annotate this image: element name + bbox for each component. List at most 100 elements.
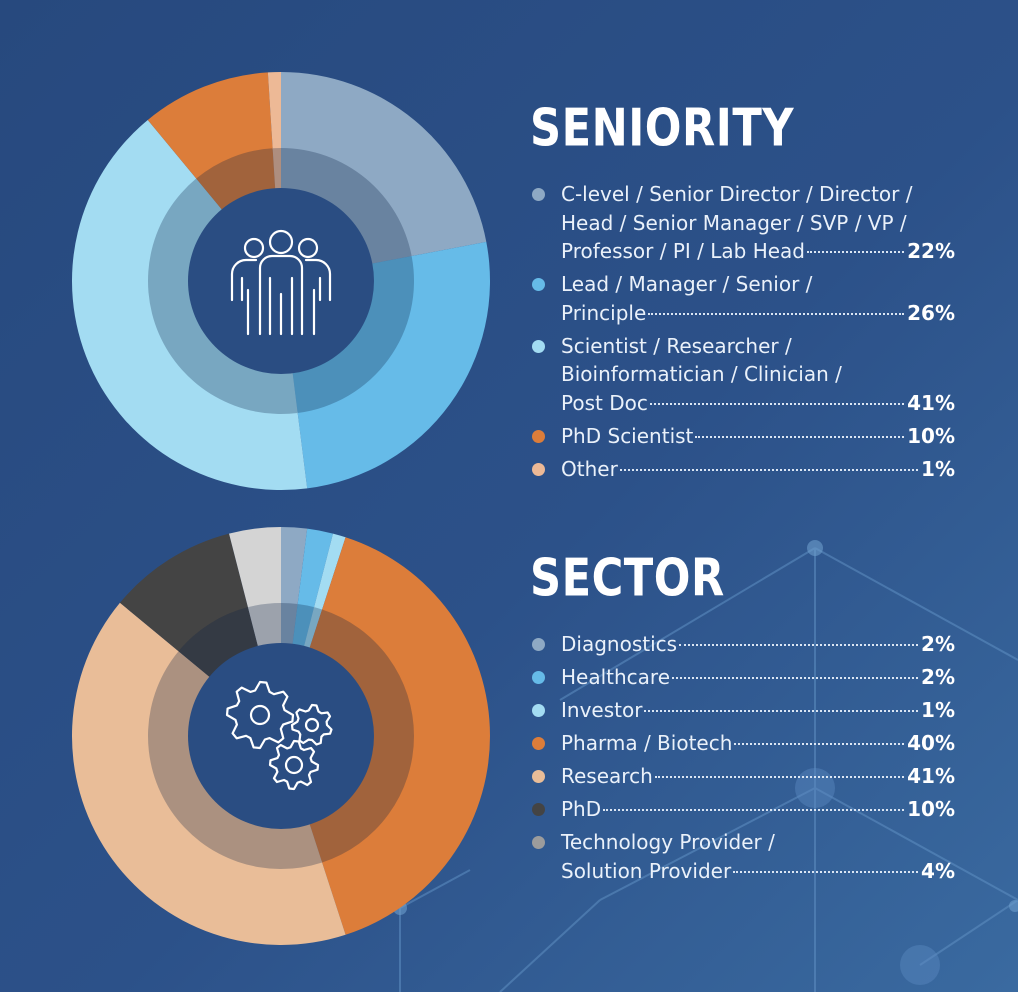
- gear-hole: [249, 704, 271, 726]
- legend-label: Post Doc: [561, 390, 648, 415]
- legend-swatch: [532, 638, 545, 651]
- legend-item-research: Research 41%: [530, 762, 955, 791]
- slice-pharma-biotech: [321, 537, 490, 935]
- slice-lead-manager-senior-principle-inner: [292, 256, 414, 413]
- legend-label: Healthcare: [561, 664, 671, 689]
- sector-legend: Diagnostics 2% Healthcare 2% Investor 1% Pharm…: [530, 630, 955, 885]
- slice-phd-scientist-inner: [196, 148, 276, 211]
- gear-hole: [284, 755, 304, 775]
- legend-label: PhD Scientist: [561, 423, 694, 448]
- slice-investor: [313, 533, 346, 611]
- legend-label: Solution Provider: [561, 858, 732, 883]
- sector-panel: SECTOR Diagnostics 2% Healthcare 2% Investor…: [530, 548, 955, 889]
- legend-value: 1%: [921, 456, 955, 481]
- dot-leader: [648, 312, 905, 315]
- gear-hole: [304, 717, 320, 733]
- legend-value: 22%: [907, 239, 955, 264]
- slice-phd-inner-shade: [178, 607, 259, 678]
- slice-other-inner-shade: [272, 148, 281, 190]
- sector-donut-chart: [72, 527, 490, 945]
- seniority-legend: C-level / Senior Director / Director / He…: [530, 180, 955, 484]
- legend-swatch: [532, 769, 545, 783]
- legend-label: Technology Provider /: [561, 829, 775, 854]
- legend-item-healthcare: Healthcare 2%: [530, 663, 955, 692]
- slice-investor-inner: [303, 607, 323, 649]
- legend-value: 41%: [907, 763, 955, 788]
- slice-healthcare-inner: [292, 604, 315, 647]
- legend-value: 1%: [921, 697, 955, 722]
- donut-center: [188, 643, 374, 829]
- legend-label: C-level / Senior Director / Director /: [561, 182, 913, 206]
- slice-technology-provider-solution-provider-inner-shade: [247, 603, 281, 647]
- slice-investor-inner-shade: [303, 607, 323, 649]
- slice-phd-scientist-inner-shade: [196, 148, 276, 211]
- donut-center: [188, 188, 374, 374]
- legend-item-c-level-senior-director-director-head-se: C-level / Senior Director / Director / He…: [530, 180, 955, 266]
- legend-item-pharma-biotech: Pharma / Biotech 40%: [530, 729, 955, 758]
- legend-swatch: [532, 736, 545, 750]
- dot-leader: [654, 775, 905, 778]
- legend-swatch: [532, 188, 545, 201]
- legend-label: Bioinformatician / Clinician /: [561, 362, 842, 387]
- slice-phd-inner: [178, 607, 259, 678]
- slice-c-level-senior-director-director-head-se: [281, 72, 487, 257]
- slice-c-level-senior-director-director-head-se-inner-shade: [281, 148, 412, 264]
- slice-research-inner: [148, 651, 323, 869]
- seniority-title: SENIORITY: [530, 98, 795, 159]
- slice-phd: [119, 533, 249, 652]
- slice-research: [72, 602, 346, 945]
- legend-item-phd: PhD 10%: [530, 795, 955, 824]
- slice-healthcare: [297, 528, 333, 609]
- gear-shape: [268, 739, 320, 791]
- gears-icon: [225, 680, 333, 791]
- seniority-panel: SENIORITY C-level / Senior Director / Di…: [530, 98, 955, 488]
- slice-research-inner-shade: [148, 651, 323, 869]
- slice-c-level-senior-director-director-head-se-inner: [281, 148, 412, 264]
- dot-leader: [733, 870, 919, 873]
- legend-label: Head / Senior Manager / SVP / VP /: [561, 210, 907, 235]
- slice-other-inner: [272, 148, 281, 190]
- legend-label: Scientist / Researcher /: [561, 333, 792, 358]
- legend-label: Diagnostics: [561, 632, 678, 656]
- dot-leader: [644, 709, 919, 712]
- legend-label: Research: [561, 763, 653, 788]
- dot-leader: [649, 402, 905, 405]
- slice-diagnostics-inner: [281, 603, 298, 645]
- slice-scientist-researcher-bioinformatician-cl-inner-shade: [147, 178, 298, 415]
- legend-item-diagnostics: Diagnostics 2%: [530, 630, 955, 659]
- legend-value: 10%: [907, 796, 955, 821]
- legend-swatch: [532, 703, 545, 717]
- slice-technology-provider-solution-provider: [229, 527, 281, 609]
- legend-value: 2%: [921, 664, 955, 689]
- gear-shape: [290, 703, 333, 746]
- dot-leader: [806, 251, 905, 254]
- slice-pharma-biotech-inner: [309, 609, 414, 863]
- legend-label: Other: [561, 456, 618, 481]
- legend-item-scientist-researcher-bioinformatician-cl: Scientist / Researcher / Bioinformatician…: [530, 332, 955, 418]
- legend-label: PhD: [561, 796, 602, 821]
- slice-lead-manager-senior-principle-inner-shade: [292, 256, 414, 413]
- legend-item-investor: Investor 1%: [530, 696, 955, 725]
- legend-label: Lead / Manager / Senior /: [561, 272, 813, 297]
- legend-value: 40%: [907, 730, 955, 755]
- legend-swatch: [532, 339, 545, 353]
- dot-leader: [695, 435, 905, 438]
- legend-value: 10%: [907, 423, 955, 448]
- seniority-donut-chart: [72, 72, 490, 490]
- slice-other: [267, 72, 281, 150]
- legend-swatch: [532, 278, 545, 292]
- legend-swatch: [532, 429, 545, 443]
- dot-leader: [672, 676, 919, 679]
- dot-leader: [734, 742, 905, 745]
- legend-value: 41%: [907, 390, 955, 415]
- legend-item-lead-manager-senior-principle: Lead / Manager / Senior / Principle 26%: [530, 270, 955, 327]
- dot-leader: [619, 468, 919, 471]
- slice-diagnostics-inner-shade: [281, 603, 298, 645]
- legend-swatch: [532, 835, 545, 849]
- legend-label: Pharma / Biotech: [561, 730, 733, 755]
- legend-item-phd-scientist: PhD Scientist 10%: [530, 422, 955, 451]
- slice-healthcare-inner-shade: [292, 604, 315, 647]
- slice-phd-scientist: [147, 72, 273, 180]
- sector-title: SECTOR: [530, 548, 725, 609]
- legend-swatch: [532, 802, 545, 816]
